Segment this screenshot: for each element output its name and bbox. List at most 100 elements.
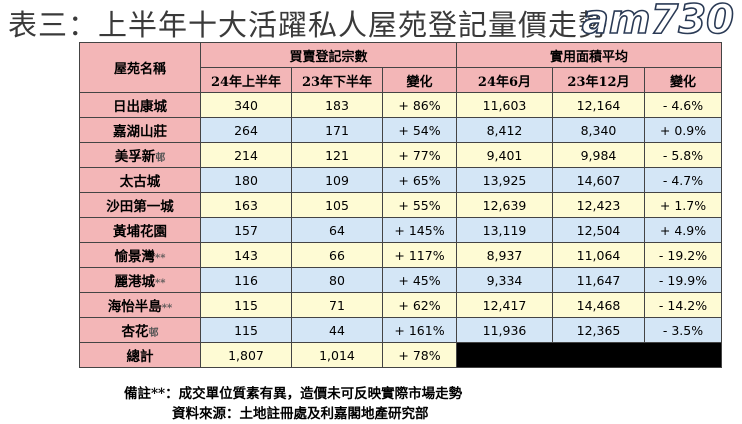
vol-h1-24-cell: 180 — [200, 167, 292, 193]
estate-name-text: 嘉湖山莊 — [113, 124, 167, 140]
vol-h1-24-cell: 214 — [200, 142, 292, 168]
price-change-cell: + 1.7% — [644, 192, 722, 218]
price-dec23-cell: 14,607 — [552, 167, 645, 193]
estate-name: 沙田第一城 — [79, 192, 201, 218]
table-row: 黃埔花園 157 64 + 145% 13,119 12,504 + 4.9% — [79, 217, 722, 243]
estate-name: 太古城 — [79, 167, 201, 193]
table-row: 愉景灣** 143 66 + 117% 8,937 11,064- 19.2% — [79, 242, 722, 268]
vol-h2-23-cell: 121 — [291, 142, 383, 168]
vol-change-cell: + 145% — [382, 217, 457, 243]
vol-change-cell: + 54% — [382, 117, 457, 143]
table-row: 沙田第一城 163 105 + 55% 12,639 12,423 + 1.7% — [79, 192, 722, 218]
vol-h1-24-cell: 143 — [200, 242, 292, 268]
price-change-cell: - 5.8% — [644, 142, 722, 168]
estate-name: 嘉湖山莊 — [79, 117, 201, 143]
vol-h1-24-cell: 163 — [200, 192, 292, 218]
vol-h2-23-cell: 183 — [291, 92, 383, 118]
estate-name: 海怡半島** — [79, 292, 201, 318]
price-dec23-cell: 12,365 — [552, 317, 645, 343]
estate-mark: ** — [155, 278, 166, 289]
price-jun24-cell: 9,401 — [456, 142, 553, 168]
price-dec23-cell: 11,064 — [552, 242, 645, 268]
vol-change-cell: + 55% — [382, 192, 457, 218]
volume-group-header: 買賣登記宗數 — [200, 42, 457, 68]
price-dec23-cell: 12,423 — [552, 192, 645, 218]
vol-change-cell: + 65% — [382, 167, 457, 193]
estate-mark: ** — [161, 303, 173, 314]
vol-h2-23-cell: 80 — [291, 267, 383, 293]
price-jun24-cell: 11,936 — [456, 317, 553, 343]
page-title: 表三：上半年十大活躍私人屋苑登記量價走勢 — [8, 8, 609, 42]
source-note: 資料來源：土地註冊處及利嘉閣地產研究部 — [172, 406, 429, 422]
vol-change-cell: + 86% — [382, 92, 457, 118]
vol-h2-23-cell: 64 — [291, 217, 383, 243]
price-change-cell: + 0.9% — [644, 117, 722, 143]
total-vol-h2-23: 1,014 — [291, 342, 383, 368]
estate-name: 麗港城** — [79, 267, 201, 293]
estate-name-text: 黃埔花園 — [113, 224, 167, 240]
vol-h2-23-cell: 44 — [291, 317, 383, 343]
vol-h1-24-cell: 340 — [200, 92, 292, 118]
price-dec23-cell: 11,647 — [552, 267, 645, 293]
price-change-cell: - 3.5% — [644, 317, 722, 343]
total-vol-h1-24: 1,807 — [200, 342, 292, 368]
total-label: 總計 — [79, 342, 201, 368]
remark-note: 備註**：成交單位質素有異，造價未可反映實際市場走勢 — [124, 386, 463, 402]
vol-change-cell: + 161% — [382, 317, 457, 343]
table-row: 杏花邨 115 44 + 161% 11,936 12,365- 3.5% — [79, 317, 722, 343]
estate-header: 屋苑名稱 — [79, 42, 201, 93]
total-price-blank — [456, 342, 722, 368]
price-jun24-cell: 8,937 — [456, 242, 553, 268]
price-dec23-header: 23年12月 — [552, 67, 645, 93]
price-jun24-cell: 12,417 — [456, 292, 553, 318]
price-group-header: 實用面積平均 — [456, 42, 722, 68]
vol-h1-24-cell: 116 — [200, 267, 292, 293]
vol-h2-23-cell: 171 — [291, 117, 383, 143]
price-jun24-header: 24年6月 — [456, 67, 553, 93]
estate-name-text: 日出康城 — [113, 99, 167, 115]
estate-mark: 邨 — [148, 328, 159, 339]
estate-name-text: 太古城 — [119, 174, 161, 190]
price-dec23-cell: 12,504 — [552, 217, 645, 243]
estate-name: 黃埔花園 — [79, 217, 201, 243]
price-dec23-cell: 12,164 — [552, 92, 645, 118]
watermark-text: am730 — [581, 0, 735, 44]
table-row: 美孚新邨 214 121 + 77% 9,401 9,984- 5.8% — [79, 142, 722, 168]
price-jun24-cell: 11,603 — [456, 92, 553, 118]
vol-h1-24-header: 24年上半年 — [200, 67, 292, 93]
estate-name-text: 美孚新 — [114, 149, 156, 165]
price-jun24-cell: 13,925 — [456, 167, 553, 193]
estate-name-text: 愉景灣 — [114, 249, 156, 265]
price-change-cell: - 4.7% — [644, 167, 722, 193]
vol-change-header: 變化 — [382, 67, 457, 93]
estate-name-text: 海怡半島 — [107, 299, 162, 315]
total-vol-change: + 78% — [382, 342, 457, 368]
table-row: 日出康城 340 183 + 86% 11,603 12,164- 4.6% — [79, 92, 722, 118]
estate-name: 愉景灣** — [79, 242, 201, 268]
price-change-cell: - 19.2% — [644, 242, 722, 268]
vol-h1-24-cell: 115 — [200, 292, 292, 318]
price-jun24-cell: 13,119 — [456, 217, 553, 243]
estate-name-text: 杏花 — [121, 324, 149, 340]
estate-name: 日出康城 — [79, 92, 201, 118]
vol-change-cell: + 45% — [382, 267, 457, 293]
estate-mark: 邨 — [155, 153, 166, 164]
am730-logo: am730 — [574, 0, 735, 44]
estate-name-text: 沙田第一城 — [106, 199, 174, 215]
price-jun24-cell: 8,412 — [456, 117, 553, 143]
vol-h2-23-header: 23年下半年 — [291, 67, 383, 93]
vol-h2-23-cell: 109 — [291, 167, 383, 193]
price-change-cell: - 14.2% — [644, 292, 722, 318]
price-jun24-cell: 9,334 — [456, 267, 553, 293]
price-dec23-cell: 8,340 — [552, 117, 645, 143]
price-dec23-cell: 14,468 — [552, 292, 645, 318]
price-change-header: 變化 — [644, 67, 722, 93]
vol-h2-23-cell: 66 — [291, 242, 383, 268]
price-jun24-cell: 12,639 — [456, 192, 553, 218]
vol-h2-23-cell: 71 — [291, 292, 383, 318]
vol-h1-24-cell: 115 — [200, 317, 292, 343]
estate-transaction-table: 屋苑名稱 買賣登記宗數 實用面積平均 24年上半年 23年下半年 變化 24年6… — [79, 42, 722, 368]
table-row: 太古城 180 109 + 65% 13,925 14,607- 4.7% — [79, 167, 722, 193]
estate-name: 美孚新邨 — [79, 142, 201, 168]
price-change-cell: - 4.6% — [644, 92, 722, 118]
